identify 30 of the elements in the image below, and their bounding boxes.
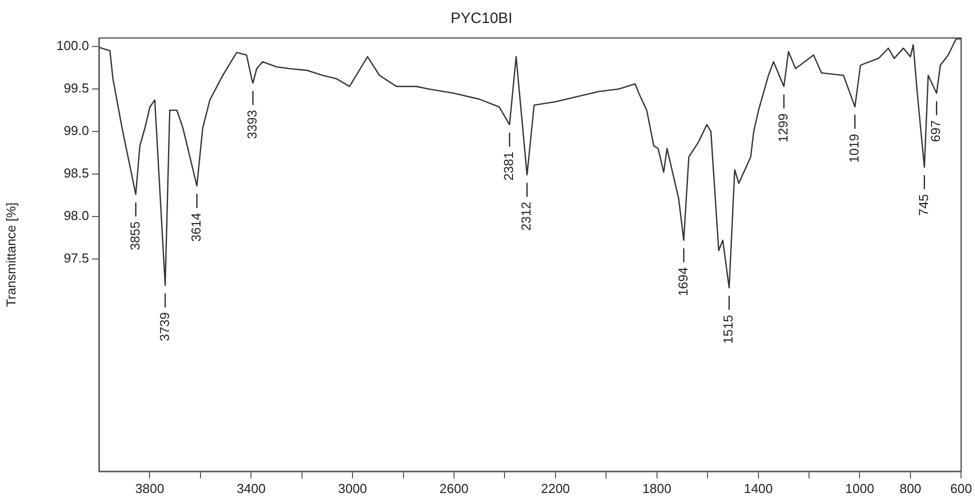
annotation: 697 xyxy=(928,120,944,142)
annotation: 3393 xyxy=(244,110,260,139)
x-tick-label: 3000 xyxy=(338,480,368,496)
annotation: 3739 xyxy=(156,312,172,342)
annotation: 1694 xyxy=(675,267,690,296)
x-tick-label: 1800 xyxy=(642,480,672,496)
x-tick-label: 1000 xyxy=(845,480,874,496)
annotation: 1019 xyxy=(846,134,862,163)
y-tick-label: 100.0 xyxy=(56,38,89,54)
y-tick-label: 98.0 xyxy=(64,208,89,224)
annotation: 1299 xyxy=(775,113,790,142)
annotation: 2312 xyxy=(518,202,534,231)
x-tick-label: 2600 xyxy=(440,480,468,496)
x-tick-label: 3800 xyxy=(135,480,164,496)
y-tick-label: 97.5 xyxy=(64,250,89,266)
annotation: 3614 xyxy=(188,212,204,242)
x-tick-label: 1400 xyxy=(744,480,773,496)
x-tick-label: 600 xyxy=(950,480,972,496)
y-tick-label: 99.0 xyxy=(64,123,89,138)
chart-title: PYC10BI xyxy=(450,10,512,28)
x-tick-label: 2200 xyxy=(540,480,570,496)
x-tick-label: 3400 xyxy=(236,480,266,496)
annotation: 1515 xyxy=(720,314,736,344)
annotation: 745 xyxy=(916,194,931,216)
y-axis-title: Transmittance [%] xyxy=(3,202,18,307)
y-tick-label: 98.5 xyxy=(64,166,89,181)
annotation: 2381 xyxy=(501,152,516,181)
y-tick-label: 99.5 xyxy=(64,80,89,96)
x-tick-label: 800 xyxy=(900,480,922,496)
annotation: 3855 xyxy=(127,221,142,250)
